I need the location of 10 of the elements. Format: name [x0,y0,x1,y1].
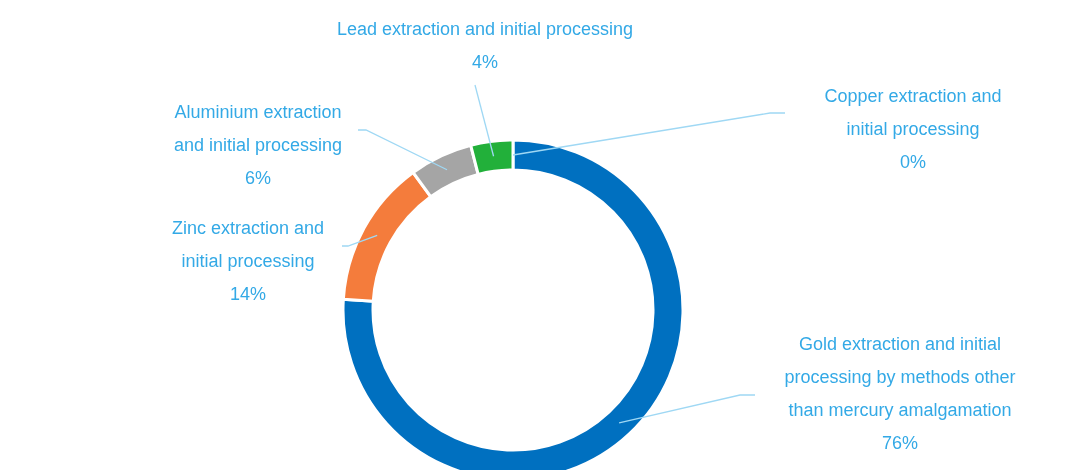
category-label: Copper extraction and initial processing [824,86,1002,139]
data-label: 4% [471,52,499,72]
text: 0% [899,152,927,172]
slice-label: Gold extraction and initial processing by methods other than mercury amalgamation [784,334,1016,420]
data-label: 6% [244,168,272,188]
data-label: 14% [229,284,267,304]
slice-label: Lead extraction and initial processing [336,19,634,39]
slice-label: Zinc extraction and initial processing [171,218,325,271]
slice-label: Aluminium extraction and initial processing [173,102,343,155]
data-label: 76% [881,433,919,453]
